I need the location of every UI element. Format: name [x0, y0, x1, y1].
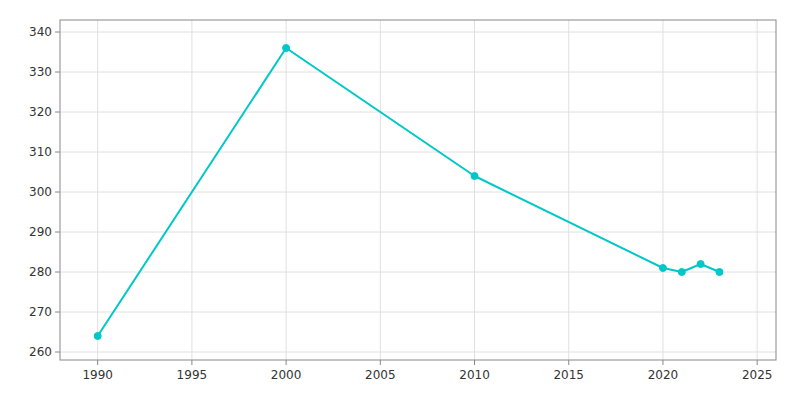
grid-line-x [474, 20, 475, 360]
tick-y [55, 152, 60, 153]
tick-x [191, 360, 192, 365]
tick-y [55, 112, 60, 113]
grid-line-x [286, 20, 287, 360]
point [471, 173, 478, 180]
grid-line-y [60, 232, 776, 233]
tick-label-x: 1990 [82, 368, 113, 382]
tick-x [568, 360, 569, 365]
tick-label-y: 340 [29, 25, 52, 39]
grid-line-y [60, 352, 776, 353]
tick-x [97, 360, 98, 365]
tick-label-x: 2005 [365, 368, 396, 382]
tick-y [55, 192, 60, 193]
point [678, 269, 685, 276]
tick-label-x: 2020 [648, 368, 679, 382]
tick-label-x: 2010 [459, 368, 490, 382]
point [697, 261, 704, 268]
point [659, 265, 666, 272]
grid-line-y [60, 152, 776, 153]
grid-line-x [568, 20, 569, 360]
tick-y [55, 72, 60, 73]
grid-line-y [60, 192, 776, 193]
grid-line-x [380, 20, 381, 360]
axes: 1990 1995 2000 2005 2010 2015 2020 2025 260 270 28… [29, 25, 772, 382]
tick-label-y: 270 [29, 305, 52, 319]
point [283, 45, 290, 52]
tick-x [757, 360, 758, 365]
tick-label-x: 2025 [742, 368, 773, 382]
tick-label-y: 260 [29, 345, 52, 359]
point [716, 269, 723, 276]
tick-y [55, 312, 60, 313]
chart: 1990 1995 2000 2005 2010 2015 2020 2025 260 270 28… [0, 0, 800, 400]
data [94, 45, 723, 340]
tick-label-y: 330 [29, 65, 52, 79]
tick-label-x: 2000 [271, 368, 302, 382]
grid-line-y [60, 312, 776, 313]
grid-line-y [60, 112, 776, 113]
tick-label-y: 320 [29, 105, 52, 119]
tick-label-y: 310 [29, 145, 52, 159]
tick-label-x: 2015 [553, 368, 584, 382]
line [98, 48, 720, 336]
grid-line-y [60, 32, 776, 33]
tick-x [662, 360, 663, 365]
tick-y [55, 352, 60, 353]
grid-line-x [662, 20, 663, 360]
tick-x [474, 360, 475, 365]
grid-line-y [60, 272, 776, 273]
tick-y [55, 32, 60, 33]
tick-label-y: 300 [29, 185, 52, 199]
chart-container: 1990 1995 2000 2005 2010 2015 2020 2025 260 270 28… [0, 0, 800, 400]
grid [60, 20, 776, 360]
tick-label-x: 1995 [177, 368, 208, 382]
grid-line-x [97, 20, 98, 360]
tick-x [380, 360, 381, 365]
grid-line-x [757, 20, 758, 360]
point [94, 333, 101, 340]
tick-y [55, 232, 60, 233]
tick-label-y: 290 [29, 225, 52, 239]
plot-frame [60, 20, 776, 360]
grid-line-y [60, 72, 776, 73]
tick-y [55, 272, 60, 273]
tick-x [286, 360, 287, 365]
tick-label-y: 280 [29, 265, 52, 279]
